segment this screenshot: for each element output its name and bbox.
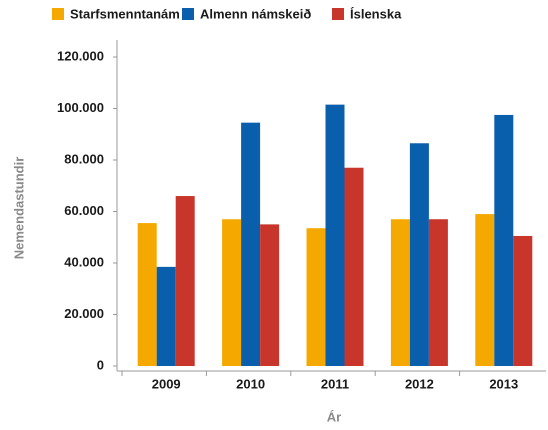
- legend-swatch: [182, 8, 194, 20]
- bar: [175, 196, 195, 366]
- legend-label: Íslenska: [350, 6, 402, 21]
- x-tick-label: 2009: [152, 376, 181, 391]
- bar: [222, 219, 242, 366]
- x-tick-label: 2011: [321, 376, 349, 391]
- legend-swatch: [52, 8, 64, 20]
- bar: [325, 104, 345, 366]
- legend-label: Starfsmenntanám: [70, 6, 180, 21]
- bar: [306, 228, 326, 366]
- bar: [260, 224, 280, 366]
- x-tick-label: 2010: [236, 376, 265, 391]
- bar: [475, 214, 495, 366]
- legend-label: Almenn námskeið: [200, 6, 311, 21]
- x-axis-title: Ár: [327, 409, 341, 424]
- y-tick-label: 40.000: [64, 254, 104, 269]
- x-tick-label: 2013: [489, 376, 518, 391]
- y-tick-label: 80.000: [64, 151, 104, 166]
- bar: [409, 143, 429, 366]
- bar: [344, 167, 364, 366]
- bar: [137, 223, 157, 366]
- x-tick-label: 2012: [405, 376, 434, 391]
- bar: [241, 122, 261, 366]
- bar: [494, 114, 514, 366]
- bar: [428, 219, 448, 366]
- y-tick-label: 20.000: [64, 306, 104, 321]
- bar: [156, 266, 176, 366]
- y-tick-label: 120.000: [57, 48, 104, 63]
- y-axis-title: Nemendastundir: [11, 157, 26, 260]
- bar: [513, 235, 533, 366]
- y-tick-label: 60.000: [64, 203, 104, 218]
- y-tick-label: 0: [97, 357, 104, 372]
- y-tick-label: 100.000: [57, 100, 104, 115]
- legend-swatch: [332, 8, 344, 20]
- bar: [390, 219, 410, 366]
